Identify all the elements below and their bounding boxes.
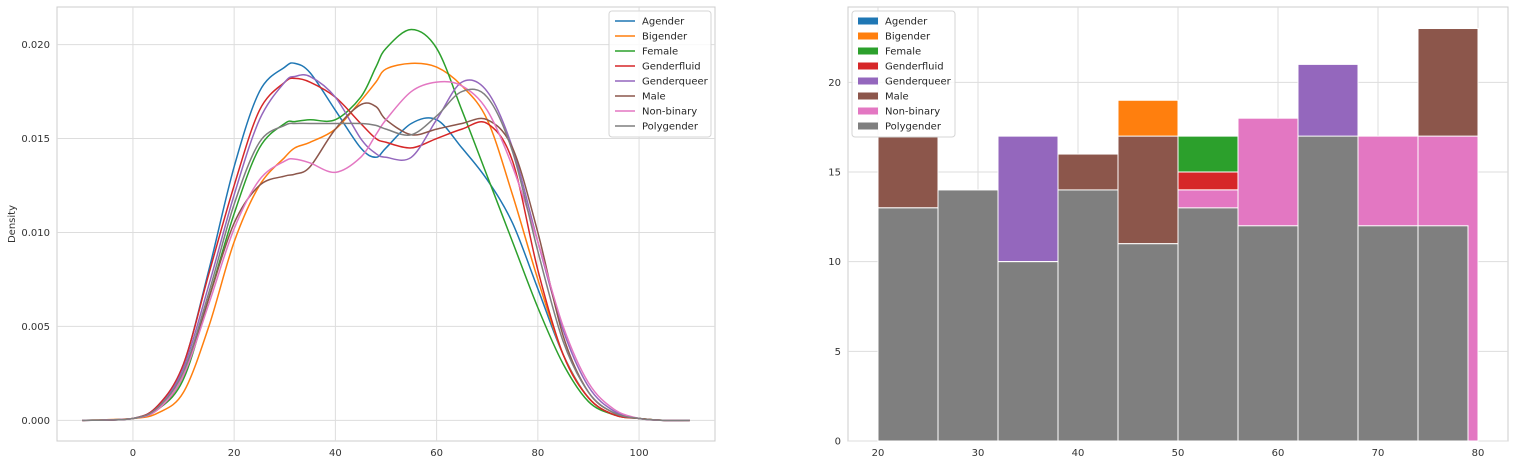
histogram-legend-swatch-genderqueer [858, 77, 878, 85]
density-legend-box [608, 10, 712, 138]
density-legend-label-female: Female [642, 47, 678, 58]
histogram-bar-polygender [1417, 225, 1469, 442]
histogram-legend-swatch-bigender [858, 32, 878, 40]
histogram-bar-polygender [1357, 225, 1419, 442]
histogram-bar-polygender [1117, 243, 1179, 442]
histogram-legend-swatch-genderfluid [858, 62, 878, 70]
histogram-legend-label-polygender: Polygender [885, 122, 942, 133]
density-curves [82, 28, 690, 422]
histogram-legend-label-non-binary: Non-binary [885, 107, 940, 118]
histogram-bar-polygender [1177, 207, 1239, 442]
histogram-y-tick-label: 15 [828, 167, 841, 178]
histogram-bar-polygender [937, 189, 999, 442]
histogram-legend-label-agender: Agender [885, 17, 928, 28]
histogram-bar-polygender [997, 261, 1059, 442]
histogram-x-tick-label: 20 [872, 448, 885, 459]
density-y-tick-label: 0.020 [21, 40, 50, 51]
density-y-axis-label: Density [7, 205, 18, 243]
histogram-legend: Agender Bigender Female Genderfluid Genderqu… [851, 10, 956, 138]
density-x-tick-label: 40 [329, 448, 342, 459]
histogram-legend-label-genderqueer: Genderqueer [885, 77, 952, 88]
density-y-tick-label: 0.010 [21, 228, 50, 239]
histogram-legend-swatch-polygender [858, 122, 878, 130]
density-legend-label-genderqueer: Genderqueer [642, 77, 709, 88]
histogram-y-tick-label: 20 [828, 78, 841, 89]
histogram-x-tick-labels: 20 30 40 50 60 70 80 [872, 448, 1485, 459]
density-x-tick-label: 100 [630, 448, 649, 459]
density-y-tick-label: 0.005 [21, 322, 50, 333]
density-legend-label-male: Male [642, 92, 666, 103]
density-y-tick-label: 0.015 [21, 134, 50, 145]
histogram-x-tick-label: 50 [1172, 448, 1185, 459]
histogram-legend-swatch-female [858, 47, 878, 55]
histogram-legend-box [851, 10, 956, 138]
density-legend-label-non-binary: Non-binary [642, 107, 697, 118]
histogram-bar-polygender [877, 207, 939, 442]
histogram-x-tick-label: 80 [1472, 448, 1485, 459]
histogram-legend-swatch-male [858, 92, 878, 100]
density-legend-label-genderfluid: Genderfluid [642, 62, 701, 73]
histogram-x-tick-label: 40 [1072, 448, 1085, 459]
histogram-legend-label-bigender: Bigender [885, 32, 931, 43]
density-line-polygender [82, 88, 690, 422]
density-plot-area [56, 6, 716, 442]
histogram-y-tick-label: 10 [828, 257, 841, 268]
histogram-legend-label-male: Male [885, 92, 909, 103]
histogram-x-tick-label: 60 [1272, 448, 1285, 459]
histogram-legend-swatch-non-binary [858, 107, 878, 115]
density-line-genderfluid [82, 77, 690, 422]
histogram-bar-polygender [1237, 225, 1299, 442]
density-x-tick-label: 60 [430, 448, 443, 459]
density-plot: 0 20 40 60 80 100 0.000 0.005 0.010 0.015 0.020 D… [7, 6, 716, 459]
density-x-tick-labels: 0 20 40 60 80 100 [130, 448, 649, 459]
histogram-bar-polygender [1297, 135, 1359, 442]
histogram-y-tick-label: 0 [835, 437, 841, 448]
histogram-legend-swatch-agender [858, 17, 878, 25]
histogram-legend-label-female: Female [885, 47, 921, 58]
histogram-x-tick-label: 30 [972, 448, 985, 459]
histogram-y-tick-label: 5 [835, 347, 841, 358]
density-line-genderqueer [82, 74, 690, 422]
density-x-tick-label: 20 [228, 448, 241, 459]
histogram-bar-polygender [1057, 189, 1119, 442]
density-legend-label-bigender: Bigender [642, 32, 688, 43]
histogram-y-tick-labels: 0 5 10 15 20 [828, 78, 841, 448]
histogram-legend-label-genderfluid: Genderfluid [885, 62, 944, 73]
density-legend-label-agender: Agender [642, 17, 685, 28]
density-y-tick-label: 0.000 [21, 416, 50, 427]
histogram-plot: 20 30 40 50 60 70 80 0 5 10 15 20 Agender Bigender F… [828, 6, 1509, 459]
density-legend: Agender Bigender Female Genderfluid Genderqu… [608, 10, 712, 138]
histogram-x-tick-label: 70 [1372, 448, 1385, 459]
histogram-bars [877, 28, 1479, 442]
density-x-tick-label: 0 [130, 448, 136, 459]
density-y-tick-labels: 0.000 0.005 0.010 0.015 0.020 [21, 40, 50, 427]
density-legend-label-polygender: Polygender [642, 122, 699, 133]
density-x-tick-label: 80 [531, 448, 544, 459]
